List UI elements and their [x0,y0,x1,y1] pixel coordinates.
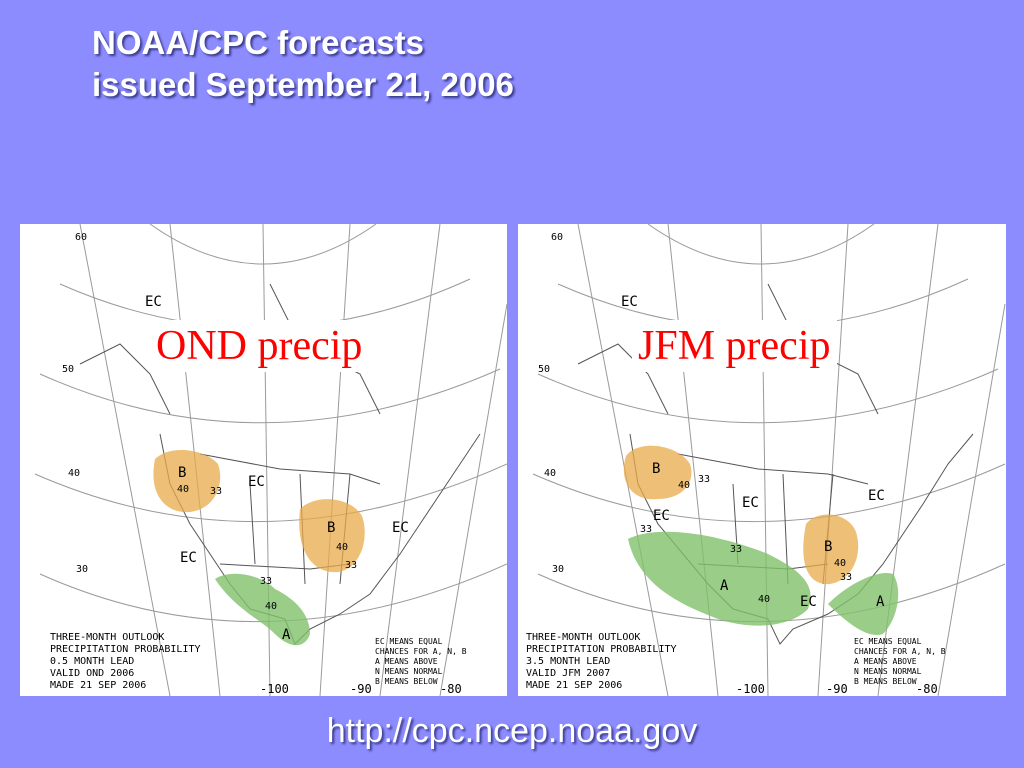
ond-legend-block: EC MEANS EQUAL CHANCES FOR A, N, B A MEA… [375,637,467,686]
svg-text:33: 33 [345,560,357,571]
ond-lon-labels: -100 -90 -80 [260,682,462,696]
svg-text:33: 33 [640,524,652,535]
svg-text:B MEANS BELOW: B MEANS BELOW [375,677,438,686]
ond-lat-labels: 60 50 40 30 [62,232,88,575]
svg-text:40: 40 [678,480,690,491]
ond-outlook-block: THREE-MONTH OUTLOOK PRECIPITATION PROBAB… [50,632,201,691]
svg-text:EC: EC [868,488,885,504]
svg-text:B: B [327,520,335,536]
svg-text:33: 33 [210,486,222,497]
title-line-1: NOAA/CPC forecasts [92,24,424,61]
jfm-map-graphic: 60 50 40 30 -100 -90 -80 EC EC EC EC EC … [526,224,1006,696]
svg-text:40: 40 [834,558,846,569]
svg-text:MADE 21 SEP 2006: MADE 21 SEP 2006 [526,680,622,691]
svg-text:EC MEANS EQUAL: EC MEANS EQUAL [854,637,922,646]
svg-text:-100: -100 [260,682,289,696]
jfm-lon-labels: -100 -90 -80 [736,682,938,696]
svg-text:N MEANS NORMAL: N MEANS NORMAL [375,667,443,676]
svg-text:CHANCES FOR A, N, B: CHANCES FOR A, N, B [854,647,946,656]
svg-text:30: 30 [76,564,88,575]
cpc-url-link[interactable]: http://cpc.ncep.noaa.gov [326,712,698,750]
svg-text:EC: EC [248,474,265,490]
svg-text:THREE-MONTH OUTLOOK: THREE-MONTH OUTLOOK [50,632,164,643]
svg-text:33: 33 [840,572,852,583]
svg-text:EC: EC [653,508,670,524]
svg-text:EC MEANS EQUAL: EC MEANS EQUAL [375,637,443,646]
svg-text:60: 60 [75,232,87,243]
svg-text:B: B [178,465,186,481]
svg-text:EC: EC [800,594,817,610]
svg-text:N MEANS NORMAL: N MEANS NORMAL [854,667,922,676]
svg-text:B: B [652,461,660,477]
svg-text:40: 40 [68,468,80,479]
ond-ec-labels: EC EC EC EC [145,294,409,566]
svg-text:A: A [720,578,729,594]
svg-text:EC: EC [621,294,638,310]
jfm-lat-labels: 60 50 40 30 [538,232,564,575]
svg-text:MADE 21 SEP 2006: MADE 21 SEP 2006 [50,680,146,691]
jfm-above-normal-shading [628,531,899,635]
svg-text:-90: -90 [826,682,848,696]
svg-text:B: B [824,539,832,555]
svg-text:PRECIPITATION PROBABILITY: PRECIPITATION PROBABILITY [50,644,201,655]
svg-text:-100: -100 [736,682,765,696]
svg-text:A MEANS ABOVE: A MEANS ABOVE [375,657,438,666]
svg-text:33: 33 [698,474,710,485]
svg-text:EC: EC [392,520,409,536]
svg-text:40: 40 [544,468,556,479]
jfm-precip-label: JFM precip [632,320,837,372]
jfm-graticule [532,224,1006,696]
svg-text:PRECIPITATION PROBABILITY: PRECIPITATION PROBABILITY [526,644,677,655]
ond-category-labels: B B A [178,465,335,643]
svg-text:-80: -80 [916,682,938,696]
svg-text:50: 50 [62,364,74,375]
svg-text:50: 50 [538,364,550,375]
svg-text:A: A [282,627,291,643]
svg-text:40: 40 [758,594,770,605]
svg-text:B MEANS BELOW: B MEANS BELOW [854,677,917,686]
ond-precip-label: OND precip [150,320,369,372]
svg-text:-80: -80 [440,682,462,696]
svg-text:EC: EC [145,294,162,310]
jfm-category-labels: B B A A [652,461,885,610]
svg-text:-90: -90 [350,682,372,696]
ond-below-normal-shading [153,449,365,573]
svg-text:3.5 MONTH LEAD: 3.5 MONTH LEAD [526,656,610,667]
svg-text:A MEANS ABOVE: A MEANS ABOVE [854,657,917,666]
svg-text:30: 30 [552,564,564,575]
ond-above-normal-shading [215,573,310,646]
jfm-below-normal-shading [623,445,859,585]
svg-text:40: 40 [265,601,277,612]
ond-map-graphic: 60 50 40 30 -100 -90 -80 EC EC EC EC B B… [34,224,507,696]
jfm-ec-labels: EC EC EC EC EC [621,294,885,610]
svg-text:EC: EC [742,495,759,511]
slide-title: NOAA/CPC forecasts issued September 21, … [92,22,514,106]
svg-text:40: 40 [177,484,189,495]
svg-text:VALID OND 2006: VALID OND 2006 [50,668,134,679]
jfm-contour-labels: 40 33 33 33 40 40 33 [640,474,852,605]
svg-text:EC: EC [180,550,197,566]
svg-text:33: 33 [260,576,272,587]
svg-text:60: 60 [551,232,563,243]
jfm-outlook-block: THREE-MONTH OUTLOOK PRECIPITATION PROBAB… [526,632,677,691]
jfm-precip-map: 60 50 40 30 -100 -90 -80 EC EC EC EC EC … [518,224,1006,696]
svg-text:A: A [876,594,885,610]
svg-text:THREE-MONTH OUTLOOK: THREE-MONTH OUTLOOK [526,632,640,643]
svg-text:33: 33 [730,544,742,555]
svg-text:CHANCES FOR A, N, B: CHANCES FOR A, N, B [375,647,467,656]
jfm-legend-block: EC MEANS EQUAL CHANCES FOR A, N, B A MEA… [854,637,946,686]
svg-text:VALID JFM 2007: VALID JFM 2007 [526,668,610,679]
ond-contour-labels: 40 33 40 33 33 40 [177,484,357,612]
ond-precip-map: 60 50 40 30 -100 -90 -80 EC EC EC EC B B… [20,224,507,696]
svg-text:40: 40 [336,542,348,553]
svg-text:0.5 MONTH LEAD: 0.5 MONTH LEAD [50,656,134,667]
title-line-2: issued September 21, 2006 [92,66,514,103]
